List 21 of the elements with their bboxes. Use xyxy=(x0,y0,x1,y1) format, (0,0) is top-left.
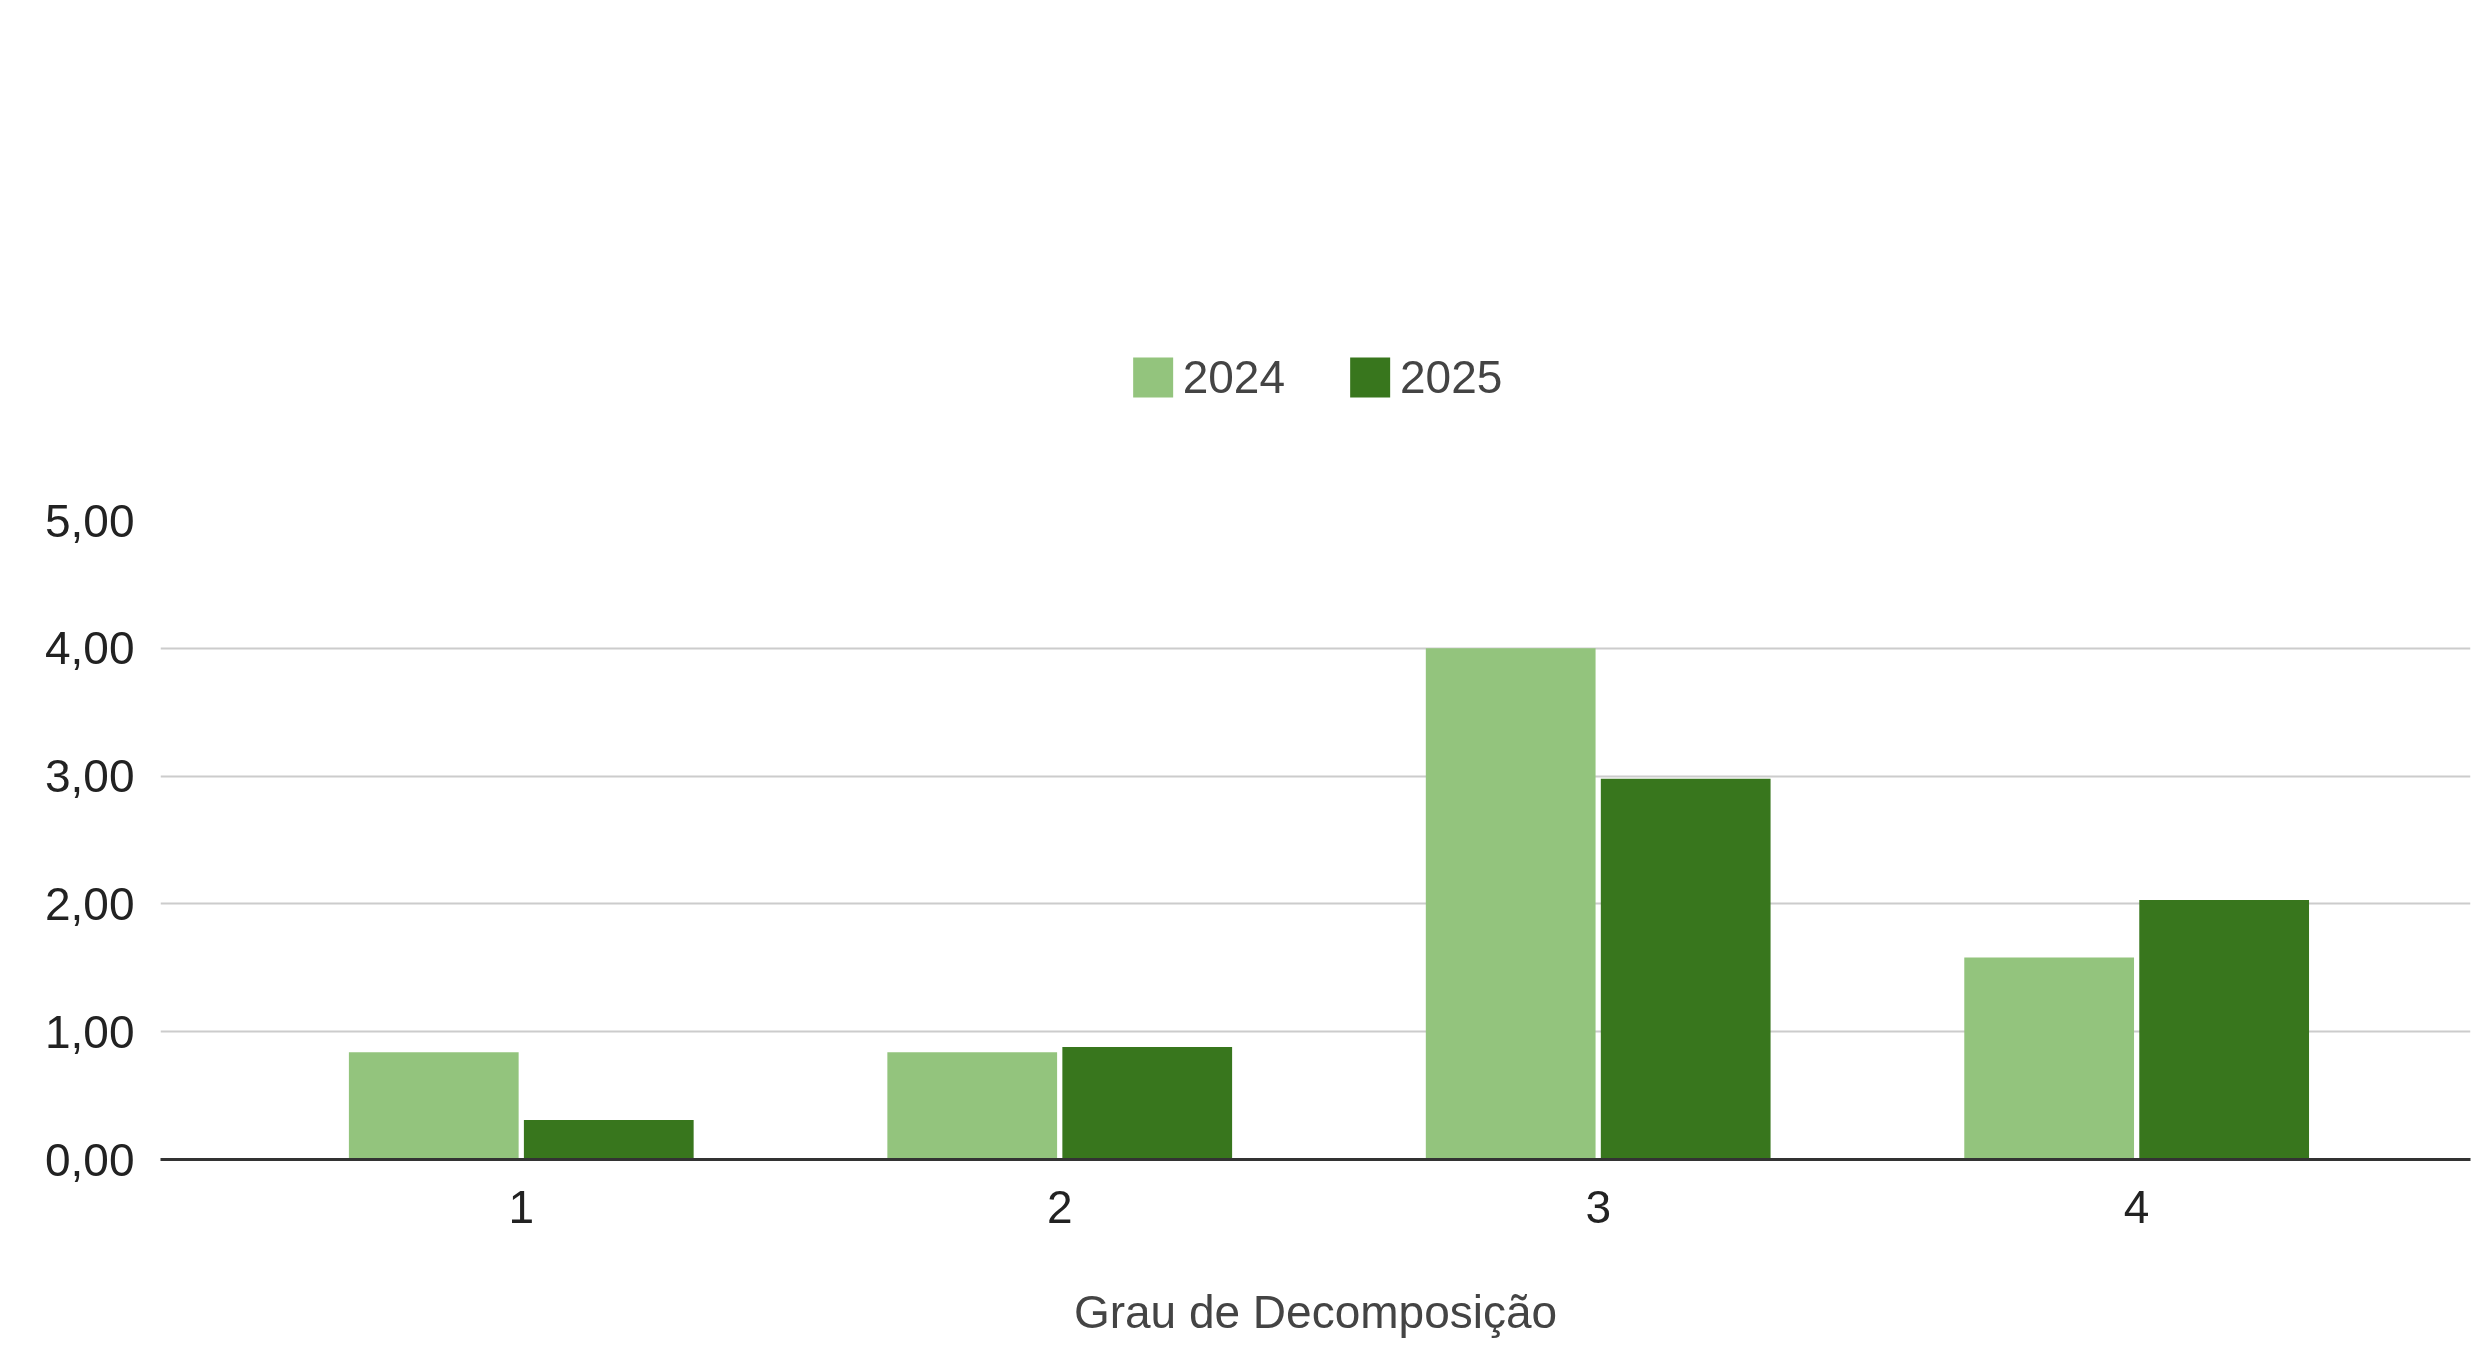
bar xyxy=(887,1052,1058,1160)
bar xyxy=(348,1052,519,1160)
x-tick-label: 3 xyxy=(1585,1180,1611,1233)
y-tick-label: 2,00 xyxy=(44,877,135,930)
y-tick-label: 4,00 xyxy=(44,622,135,675)
bar xyxy=(2139,900,2310,1160)
legend-label: 2025 xyxy=(1400,349,1503,404)
bar xyxy=(1600,778,1771,1160)
bar xyxy=(523,1119,694,1160)
y-tick-label: 5,00 xyxy=(44,494,135,547)
y-tick-label: 1,00 xyxy=(44,1005,135,1058)
x-tick-label: 4 xyxy=(2123,1180,2150,1233)
y-tick-label: 0,00 xyxy=(44,1133,135,1186)
x-tick-label: 1 xyxy=(508,1180,535,1233)
x-axis-title: Grau de Decomposição xyxy=(1073,1285,1558,1338)
bar xyxy=(1964,957,2135,1160)
x-tick-label: 2 xyxy=(1046,1180,1073,1233)
y-tick-label: 3,00 xyxy=(44,750,135,803)
bar xyxy=(1062,1047,1233,1160)
bar xyxy=(1425,648,1596,1160)
legend-label: 2024 xyxy=(1182,349,1285,404)
